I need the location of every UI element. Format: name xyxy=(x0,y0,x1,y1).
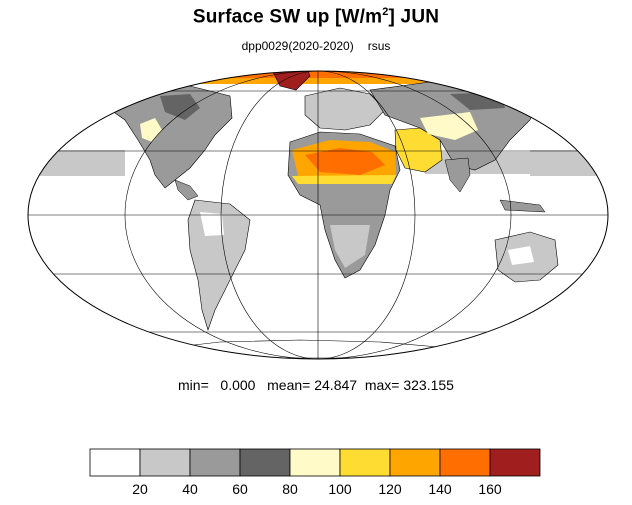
greenland xyxy=(269,71,311,91)
colorbar-box-7 xyxy=(439,448,491,477)
map-border xyxy=(27,70,609,360)
colorbar-box-1 xyxy=(139,448,191,477)
min-value: 0.000 xyxy=(220,377,256,393)
central-america xyxy=(174,179,199,201)
colorbar-box-5 xyxy=(339,448,391,477)
colorbar-label-120: 120 xyxy=(378,481,402,497)
chart-subtitle: dpp0029(2020-2020) rsus xyxy=(0,39,632,53)
colorbar-boxes xyxy=(89,448,541,477)
north-america-dark-patch xyxy=(160,94,200,120)
statistics-line: min= 0.000 mean= 24.847 max= 323.155 xyxy=(0,377,632,393)
colorbar-label-100: 100 xyxy=(328,481,352,497)
mean-label: mean= xyxy=(267,377,311,393)
colorbar-box-4 xyxy=(289,448,341,477)
arctic-sea-ice xyxy=(150,71,490,80)
colorbar-label-20: 20 xyxy=(132,481,148,497)
colorbar-label-60: 60 xyxy=(232,481,248,497)
colorbar-box-3 xyxy=(239,448,291,477)
australia-white-patch xyxy=(508,246,534,265)
colorbar-box-2 xyxy=(189,448,241,477)
europe xyxy=(304,87,386,131)
colorbar-box-0 xyxy=(89,448,141,477)
arctic-sea-ice-edge xyxy=(100,78,540,84)
colorbar-label-40: 40 xyxy=(182,481,198,497)
sahara-core xyxy=(305,148,385,175)
south-america-white-patch xyxy=(200,212,224,236)
india xyxy=(444,157,471,193)
title-main: Surface SW up [W/m xyxy=(192,6,383,28)
min-label: min= xyxy=(178,377,209,393)
colorbar-labels: 20 40 60 80 100 120 140 160 xyxy=(132,481,502,497)
max-label: max= xyxy=(364,377,400,393)
asia-desert-bright xyxy=(420,112,478,140)
title-suffix: ] JUN xyxy=(388,6,440,28)
subtitle-variable: rsus xyxy=(367,39,391,53)
subtitle-run: dpp0029(2020-2020) xyxy=(241,39,354,53)
colorbar-label-80: 80 xyxy=(282,481,298,497)
max-value: 323.155 xyxy=(403,377,454,393)
indonesia xyxy=(499,199,546,213)
colorbar-label-140: 140 xyxy=(428,481,452,497)
south-america xyxy=(187,199,251,331)
colorbar-box-6 xyxy=(389,448,441,477)
colorbar-box-8 xyxy=(489,448,541,477)
title-superscript: 2 xyxy=(382,6,389,18)
mean-value: 24.847 xyxy=(314,377,358,393)
colorbar-label-160: 160 xyxy=(478,481,502,497)
chart-title: Surface SW up [W/m2] JUN xyxy=(0,6,632,28)
southern-africa-light xyxy=(330,225,370,268)
